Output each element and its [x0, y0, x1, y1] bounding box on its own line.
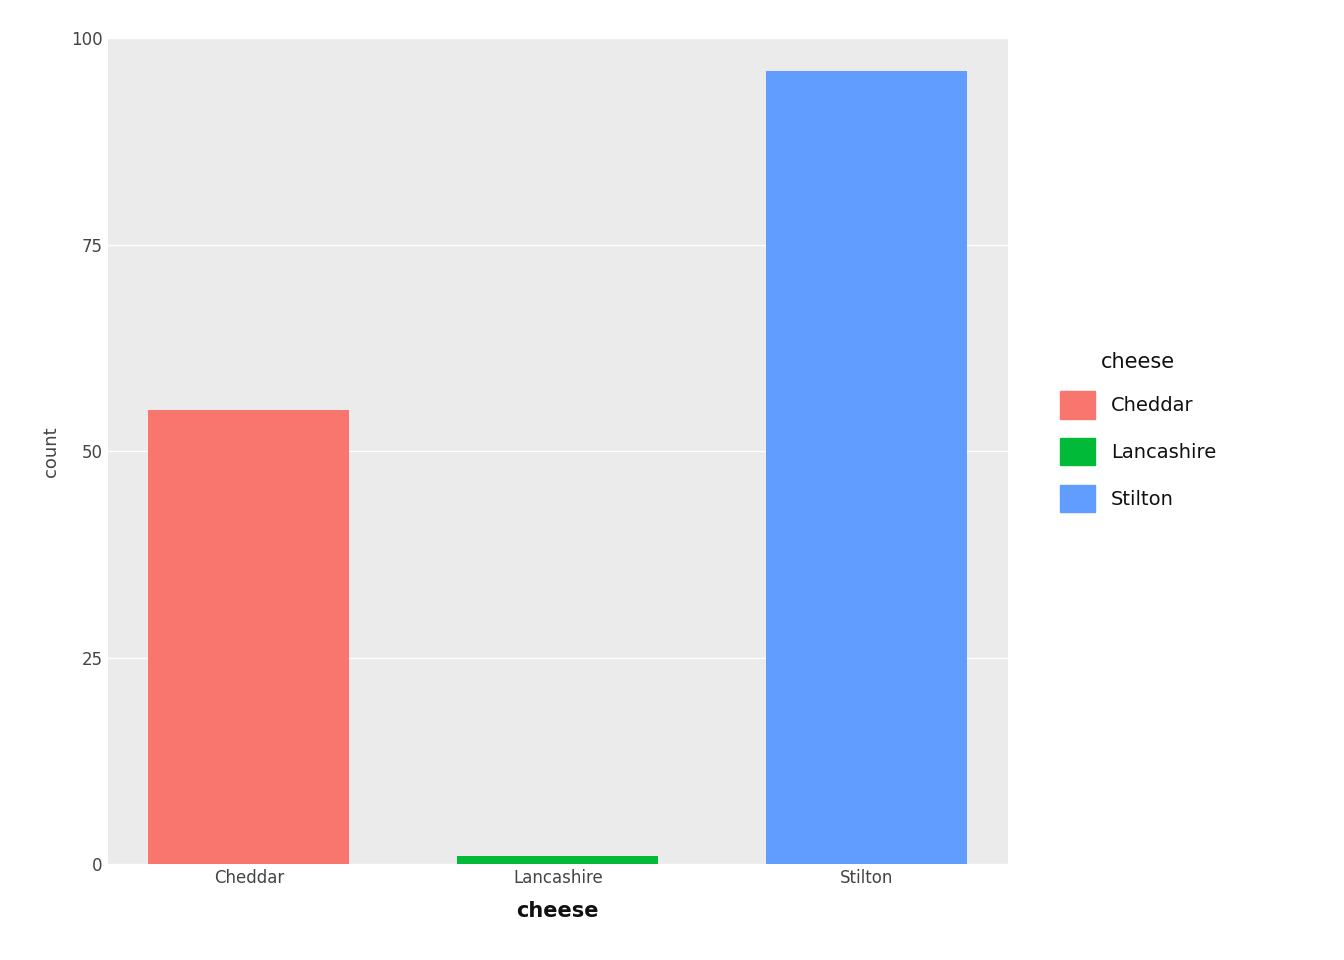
X-axis label: cheese: cheese — [516, 900, 599, 921]
Bar — [766, 71, 968, 864]
Bar — [148, 410, 349, 864]
Legend: Cheddar, Lancashire, Stilton: Cheddar, Lancashire, Stilton — [1044, 336, 1231, 528]
Y-axis label: count: count — [42, 426, 60, 476]
Bar — [457, 855, 659, 864]
